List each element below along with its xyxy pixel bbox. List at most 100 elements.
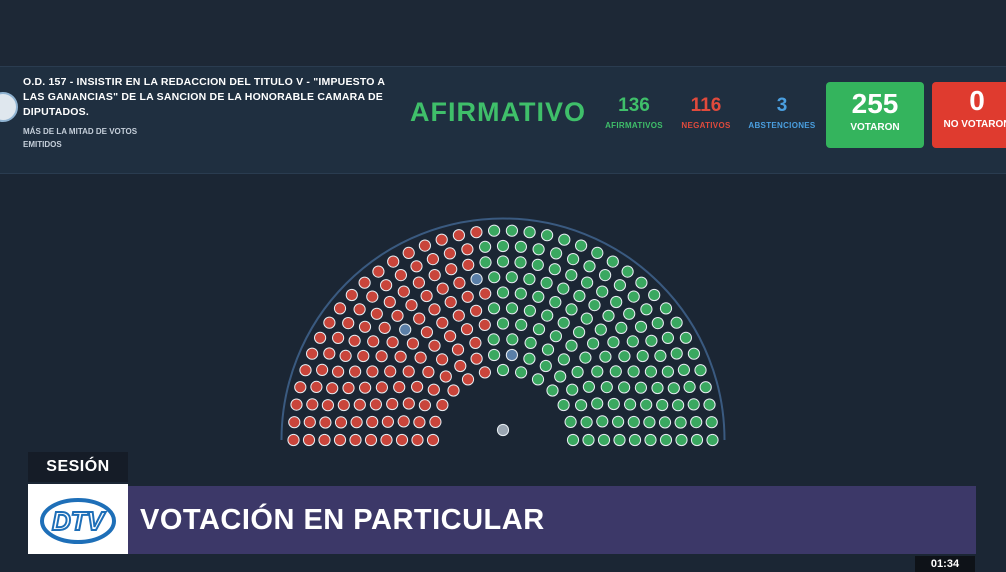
seat-afirmativo bbox=[546, 384, 559, 397]
seat-negativo bbox=[366, 415, 379, 429]
seat-negativo bbox=[316, 363, 329, 376]
seat-afirmativo bbox=[599, 350, 612, 363]
seat-negativo bbox=[454, 359, 467, 373]
seat-afirmativo bbox=[567, 253, 580, 266]
seat-negativo bbox=[413, 416, 426, 429]
seat-afirmativo bbox=[597, 433, 611, 447]
seat-afirmativo bbox=[565, 303, 578, 316]
seat-negativo bbox=[314, 331, 327, 344]
seat-afirmativo bbox=[514, 256, 527, 269]
seat-negativo bbox=[348, 334, 361, 347]
seat-afirmativo bbox=[659, 302, 673, 315]
seat-afirmativo bbox=[531, 258, 544, 272]
no-votaron-label: NO VOTARON bbox=[943, 119, 1006, 130]
seat-afirmativo bbox=[591, 397, 604, 410]
seat-afirmativo bbox=[643, 416, 656, 429]
seat-negativo bbox=[427, 383, 440, 396]
afirmativos-label: AFIRMATIVOS bbox=[605, 121, 663, 130]
seat-afirmativo bbox=[515, 318, 528, 331]
seat-negativo bbox=[370, 307, 383, 320]
seat-afirmativo bbox=[661, 331, 675, 344]
seat-afirmativo bbox=[654, 349, 667, 362]
seat-negativo bbox=[358, 320, 372, 333]
seat-afirmativo bbox=[627, 415, 640, 429]
seat-negativo bbox=[444, 330, 457, 343]
seat-negativo bbox=[413, 312, 426, 325]
seat-negativo bbox=[333, 302, 347, 315]
seat-negativo bbox=[357, 349, 370, 363]
seat-negativo bbox=[306, 347, 319, 360]
seat-negativo bbox=[402, 365, 415, 378]
seat-negativo bbox=[429, 415, 442, 428]
seat-negativo bbox=[290, 398, 303, 411]
afirmativos-count: 136 bbox=[618, 95, 650, 116]
seat-afirmativo bbox=[687, 398, 700, 411]
seat-afirmativo bbox=[683, 380, 696, 393]
seat-afirmativo bbox=[626, 335, 639, 348]
seat-negativo bbox=[443, 247, 456, 260]
seat-afirmativo bbox=[648, 288, 661, 302]
seat-afirmativo bbox=[558, 233, 571, 246]
seat-afirmativo bbox=[564, 415, 577, 428]
seat-afirmativo bbox=[487, 333, 500, 346]
seat-negativo bbox=[435, 233, 448, 246]
vote-header: O.D. 157 - INSISTIR EN LA REDACCION DEL … bbox=[0, 66, 1006, 174]
seat-afirmativo bbox=[613, 279, 627, 292]
seat-negativo bbox=[461, 290, 474, 303]
seat-negativo bbox=[402, 246, 415, 260]
seat-negativo bbox=[383, 295, 396, 309]
seat-afirmativo bbox=[690, 416, 703, 429]
seat-afirmativo bbox=[607, 336, 620, 349]
seat-afirmativo bbox=[488, 348, 501, 362]
seat-afirmativo bbox=[627, 290, 640, 303]
seat-negativo bbox=[369, 398, 382, 411]
votaron-count: 255 bbox=[851, 88, 899, 119]
dtv-logo-icon: DTV bbox=[40, 498, 116, 544]
section-label: SESIÓN bbox=[28, 452, 128, 482]
seat-negativo bbox=[426, 253, 439, 266]
seat-negativo bbox=[453, 276, 466, 290]
hemicycle-outline bbox=[280, 217, 726, 441]
seat-negativo bbox=[428, 303, 441, 316]
seat-afirmativo bbox=[496, 317, 510, 330]
abstenciones-count: 3 bbox=[776, 95, 788, 116]
seat-negativo bbox=[372, 265, 385, 278]
seat-afirmativo bbox=[580, 416, 593, 429]
seat-afirmativo bbox=[667, 382, 680, 395]
seat-negativo bbox=[378, 321, 391, 334]
seat-afirmativo bbox=[488, 271, 501, 284]
seat-afirmativo bbox=[550, 247, 563, 260]
seat-negativo bbox=[470, 226, 483, 239]
seat-negativo bbox=[410, 260, 423, 273]
seat-negativo bbox=[375, 350, 388, 363]
seat-afirmativo bbox=[541, 309, 554, 322]
seat-afirmativo bbox=[587, 337, 600, 350]
seat-afirmativo bbox=[659, 433, 673, 447]
seat-negativo bbox=[452, 309, 465, 322]
seat-negativo bbox=[478, 366, 491, 379]
banner-text: VOTACIÓN EN PARTICULAR bbox=[140, 504, 545, 536]
seat-negativo bbox=[411, 380, 424, 393]
seat-afirmativo bbox=[582, 380, 596, 393]
seat-afirmativo bbox=[523, 352, 536, 365]
seat-afirmativo bbox=[496, 363, 510, 377]
seat-negativo bbox=[414, 351, 427, 364]
seat-negativo bbox=[436, 316, 449, 329]
seat-afirmativo bbox=[531, 373, 545, 386]
seat-afirmativo bbox=[565, 269, 578, 282]
seat-afirmativo bbox=[623, 307, 636, 320]
negativos-count: 116 bbox=[690, 95, 722, 116]
seat-afirmativo bbox=[541, 229, 554, 242]
lower-third-banner: VOTACIÓN EN PARTICULAR bbox=[128, 486, 976, 554]
hemicycle-seat-chart bbox=[280, 217, 726, 447]
seat-afirmativo bbox=[674, 416, 687, 429]
seat-negativo bbox=[345, 288, 358, 302]
seat-afirmativo bbox=[575, 399, 588, 412]
seat-afirmativo bbox=[645, 334, 658, 347]
votaron-box: 255 VOTARON bbox=[826, 82, 924, 148]
seat-afirmativo bbox=[594, 323, 607, 336]
seat-afirmativo bbox=[636, 349, 649, 363]
seat-negativo bbox=[342, 317, 355, 330]
seat-group bbox=[287, 224, 719, 447]
seat-negativo bbox=[386, 336, 399, 349]
